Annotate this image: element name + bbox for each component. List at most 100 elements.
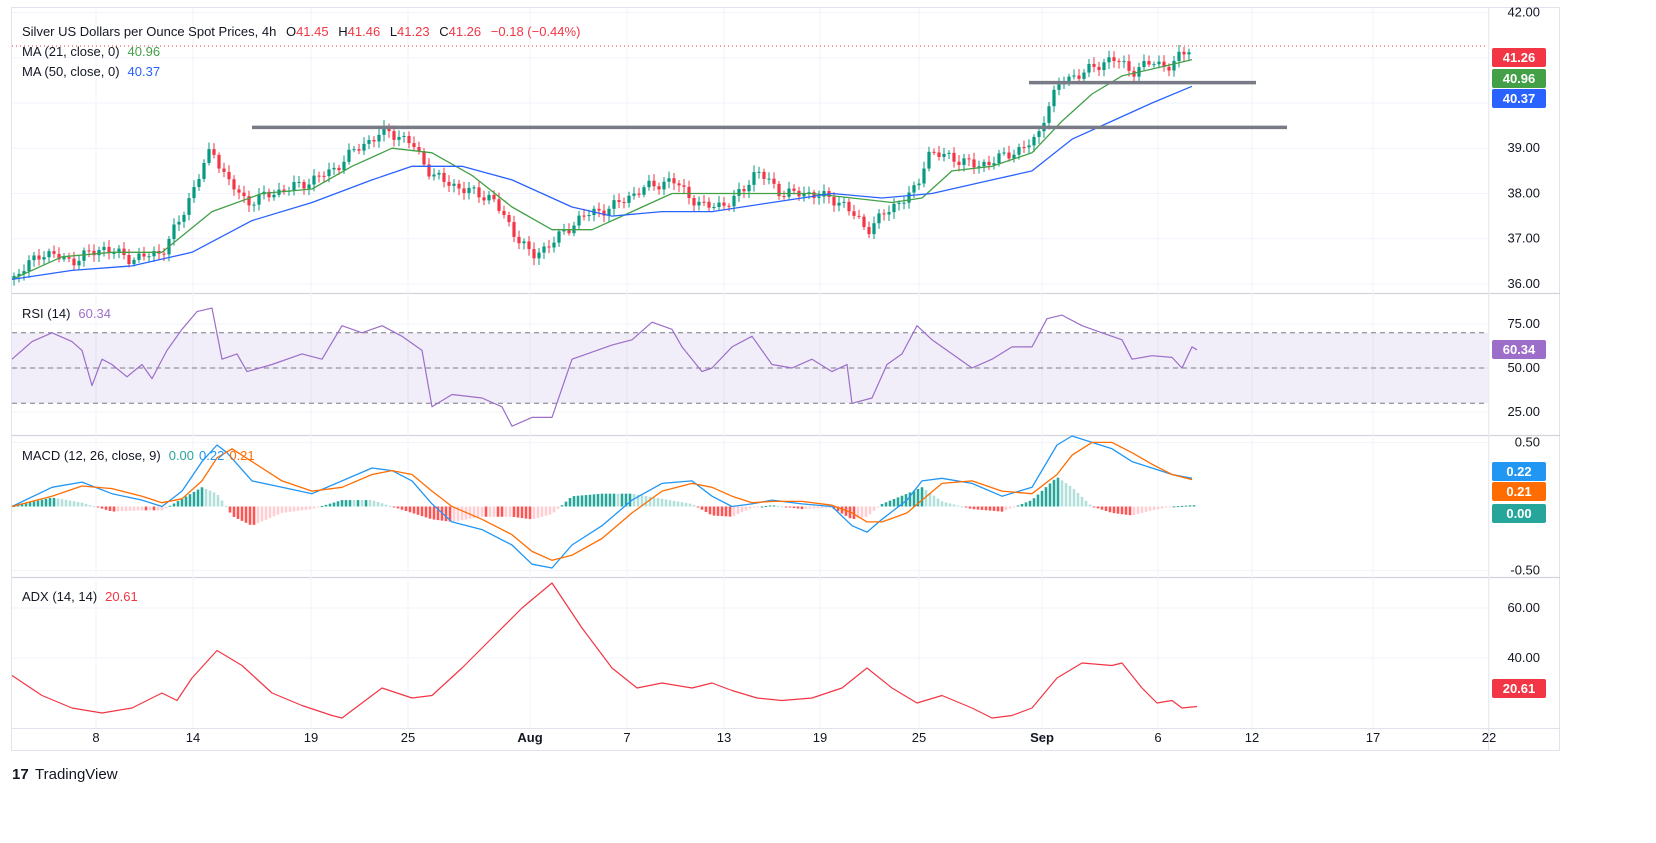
candle-body	[647, 180, 651, 188]
candle-body	[982, 161, 986, 167]
candle-body	[987, 161, 991, 166]
candle-body	[332, 167, 336, 170]
candle-body	[62, 257, 66, 260]
price-tick-label: 37.00	[1507, 231, 1540, 246]
adx-tick-label: 60.00	[1507, 600, 1540, 615]
svg-text:MA (21, close, 0)40.96: MA (21, close, 0) 40.96	[22, 44, 160, 59]
candle-body	[342, 161, 346, 171]
macd-hist-bar	[972, 506, 976, 510]
price-badges: 41.26 40.96 40.37 60.34 0.22 0.21 0.00 2…	[1492, 48, 1546, 698]
candle-body	[972, 159, 976, 168]
macd-hist-bar	[680, 502, 684, 507]
macd-hist-bar	[728, 506, 732, 517]
macd-hist-bar	[732, 506, 736, 516]
candle-body	[1187, 52, 1191, 55]
macd-hist-bar	[324, 504, 328, 507]
macd-hist-bar	[1136, 506, 1140, 514]
x-tick-label: 12	[1245, 730, 1259, 745]
macd-hist-bar	[172, 503, 176, 507]
x-tick-label: Aug	[517, 730, 542, 745]
macd-hist-bar	[344, 500, 348, 507]
candle-body	[602, 210, 606, 216]
macd-hist-bar	[216, 495, 220, 507]
macd-hist-bar	[628, 493, 632, 507]
candle-body	[247, 196, 251, 206]
macd-hist-bar	[1008, 506, 1012, 509]
macd-hist-bar	[1068, 485, 1072, 507]
macd-hist-bar	[212, 492, 216, 507]
candle-body	[472, 187, 476, 189]
main-legend: Silver US Dollars per Ounce Spot Prices,…	[22, 24, 580, 79]
x-tick-label: 14	[186, 730, 200, 745]
candle-body	[172, 224, 176, 239]
candle-body	[252, 204, 256, 206]
macd-hist-bar	[1092, 506, 1096, 508]
ma50-label: MA (50, close, 0)	[22, 64, 120, 79]
candle-body	[402, 135, 406, 137]
macd-hist-bar	[316, 506, 320, 508]
candle-body	[147, 256, 151, 258]
candle-body	[772, 178, 776, 184]
macd-hist-bar	[884, 502, 888, 507]
macd-tick-label: -0.50	[1510, 563, 1540, 578]
macd-hist-bar	[1148, 506, 1152, 511]
macd-hist-bar	[504, 506, 508, 517]
macd-hist-bar	[348, 500, 352, 507]
candle-body	[617, 200, 621, 203]
macd-hist-bar	[772, 505, 776, 507]
macd-hist-bar	[88, 505, 92, 507]
rsi-tick-label: 50.00	[1507, 360, 1540, 375]
macd-hist-bar	[552, 506, 556, 513]
candle-body	[242, 192, 246, 197]
candle-body	[302, 181, 306, 189]
candle-body	[372, 139, 376, 142]
candle-body	[1157, 61, 1161, 65]
macd-hist-bar	[596, 494, 600, 507]
adx-legend: ADX (14, 14) 20.61	[22, 589, 138, 604]
candle-body	[962, 158, 966, 165]
candle-body	[447, 181, 451, 186]
candle-body	[1077, 75, 1081, 79]
macd-hist-bar	[364, 500, 368, 507]
candle-body	[117, 248, 121, 253]
macd-hist-bar	[104, 506, 108, 510]
candle-body	[667, 178, 671, 182]
macd-hist-bar	[916, 488, 920, 507]
candle-body	[102, 246, 106, 251]
macd-hist-bar	[288, 506, 292, 512]
candle-body	[77, 260, 81, 266]
macd-hist-bar	[604, 493, 608, 507]
macd-hist-bar	[460, 506, 464, 521]
rsi-tick-label: 75.00	[1507, 316, 1540, 331]
candle-body	[822, 191, 826, 197]
candle-body	[897, 202, 901, 204]
candle-body	[177, 221, 181, 225]
tradingview-logo[interactable]: 17 TradingView	[12, 766, 118, 783]
macd-line	[11, 435, 1193, 569]
candle-body	[532, 249, 536, 259]
macd-hist-bar	[980, 506, 984, 510]
macd-hist-bar	[228, 506, 232, 513]
candle-body	[1092, 63, 1096, 67]
macd-hist-bar	[368, 500, 372, 507]
candle-body	[192, 186, 196, 199]
macd-hist-bar	[200, 487, 204, 507]
candle-body	[582, 215, 586, 217]
candle-body	[152, 250, 156, 257]
change-value: −0.18 (−0.44%)	[491, 24, 581, 39]
macd-hist-bar	[204, 488, 208, 507]
ma21-badge: 40.96	[1503, 71, 1536, 86]
macd-hist-bar	[192, 491, 196, 507]
candle-body	[1162, 61, 1166, 67]
candle-body	[1177, 51, 1181, 61]
macd-hist-bar	[508, 506, 512, 517]
macd-hist-bar	[328, 503, 332, 507]
macd-hist-bar	[268, 506, 272, 519]
adx-value: 20.61	[105, 589, 138, 604]
ma21-value: 40.96	[128, 44, 161, 59]
hist-badge-bg	[1492, 504, 1546, 523]
macd-hist-bar	[452, 506, 456, 522]
macd-hist-bar	[116, 506, 120, 512]
macd-hist-bar	[400, 506, 404, 510]
